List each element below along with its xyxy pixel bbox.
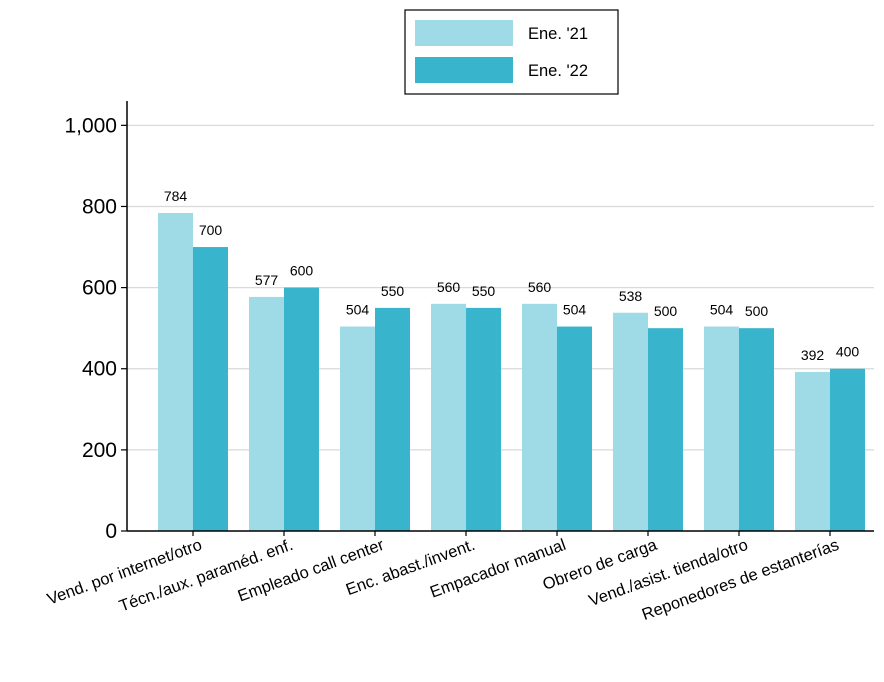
y-tick-label: 200 (82, 439, 117, 462)
bar (613, 312, 648, 531)
data-label: 500 (745, 303, 769, 319)
data-label: 600 (290, 263, 314, 279)
data-label: 504 (346, 302, 370, 318)
axes: 0 200 400 600 800 1,000 (64, 101, 874, 543)
legend-label: Ene. '21 (528, 25, 588, 43)
y-tick-label: 800 (82, 195, 117, 218)
data-label: 550 (381, 283, 405, 299)
data-label: 400 (836, 344, 860, 360)
bar (284, 287, 319, 531)
bar (648, 328, 683, 531)
data-label: 560 (528, 279, 552, 295)
legend-swatch (415, 57, 513, 83)
data-label: 700 (199, 222, 223, 238)
y-tick-label: 1,000 (64, 114, 117, 137)
bar (557, 326, 592, 531)
data-label: 392 (801, 347, 825, 363)
legend-swatch (415, 20, 513, 46)
bar (431, 303, 466, 531)
data-label: 560 (437, 279, 461, 295)
data-label: 550 (472, 283, 496, 299)
y-tick-label: 0 (105, 520, 117, 543)
bar (830, 368, 865, 531)
data-label: 504 (563, 302, 587, 318)
bar (249, 296, 284, 531)
legend-label: Ene. '22 (528, 62, 588, 80)
data-label: 538 (619, 288, 643, 304)
bar (795, 371, 830, 531)
data-label: 784 (164, 188, 188, 204)
bar (193, 247, 228, 532)
legend: Ene. '21 Ene. '22 (404, 9, 619, 95)
y-tick-label: 400 (82, 358, 117, 381)
y-tick-label: 600 (82, 277, 117, 300)
bar (375, 307, 410, 531)
bar (704, 326, 739, 531)
bar (340, 326, 375, 531)
bars (158, 212, 865, 532)
data-label: 577 (255, 272, 279, 288)
bar (522, 303, 557, 531)
data-label: 504 (710, 302, 734, 318)
bar (158, 212, 193, 531)
bar (739, 328, 774, 531)
data-label: 500 (654, 303, 678, 319)
bar (466, 307, 501, 531)
